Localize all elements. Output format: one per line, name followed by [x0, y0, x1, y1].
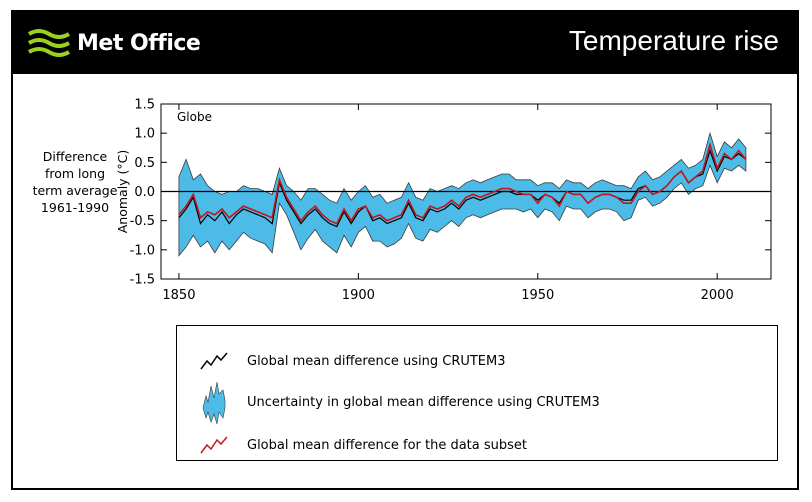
legend-label: Uncertainty in global mean difference us… [247, 394, 600, 410]
y-tick-label: 0.5 [134, 156, 155, 171]
uncertainty-band [178, 131, 747, 257]
side-label-line: term average [32, 183, 118, 198]
y-axis-label: Anomaly (°C) [115, 150, 130, 234]
met-office-logo: Met Office [27, 24, 201, 62]
x-tick-label: 1900 [342, 288, 375, 303]
x-tick-label: 1950 [521, 288, 554, 303]
y-tick-label: -0.5 [130, 214, 155, 229]
y-tick-label: 0.0 [134, 185, 155, 200]
y-tick-label: -1.5 [130, 273, 155, 288]
side-label-line: 1961-1990 [40, 200, 110, 215]
side-label-line: from long [44, 166, 106, 181]
brand-name: Met Office [77, 30, 201, 56]
legend-label: Global mean difference using CRUTEM3 [247, 353, 506, 369]
legend-item-crutem3: Global mean difference using CRUTEM3 [199, 350, 506, 372]
legend-box: Global mean difference using CRUTEM3 Unc… [176, 325, 778, 461]
subset-line [178, 141, 747, 225]
page-title: Temperature rise [568, 25, 779, 56]
temperature-anomaly-chart: 1.5 1.0 0.5 0.0 -0.5 -1.0 -1.5 1850 1900 1950 2000… [115, 98, 772, 303]
red-line-swatch-icon [200, 436, 228, 454]
y-tick-label: 1.5 [134, 98, 155, 113]
y-tick-label: -1.0 [130, 243, 155, 258]
side-label-line: Difference [42, 149, 108, 164]
blue-band-swatch-icon [202, 381, 226, 425]
met-office-wave-icon [27, 29, 71, 57]
x-tick-label: 2000 [701, 288, 734, 303]
legend-item-uncertainty: Uncertainty in global mean difference us… [199, 378, 600, 426]
black-line-swatch-icon [200, 352, 228, 370]
legend-label: Global mean difference for the data subs… [247, 437, 528, 453]
panel-label: Globe [177, 110, 212, 124]
legend-item-subset: Global mean difference for the data subs… [199, 434, 527, 456]
x-tick-label: 1850 [162, 288, 195, 303]
y-tick-label: 1.0 [134, 127, 155, 142]
side-label: Difference from long term average 1961-1… [27, 148, 123, 216]
infographic-frame: Met Office Temperature rise Difference f… [11, 10, 799, 490]
header-bar: Met Office Temperature rise [13, 12, 797, 74]
